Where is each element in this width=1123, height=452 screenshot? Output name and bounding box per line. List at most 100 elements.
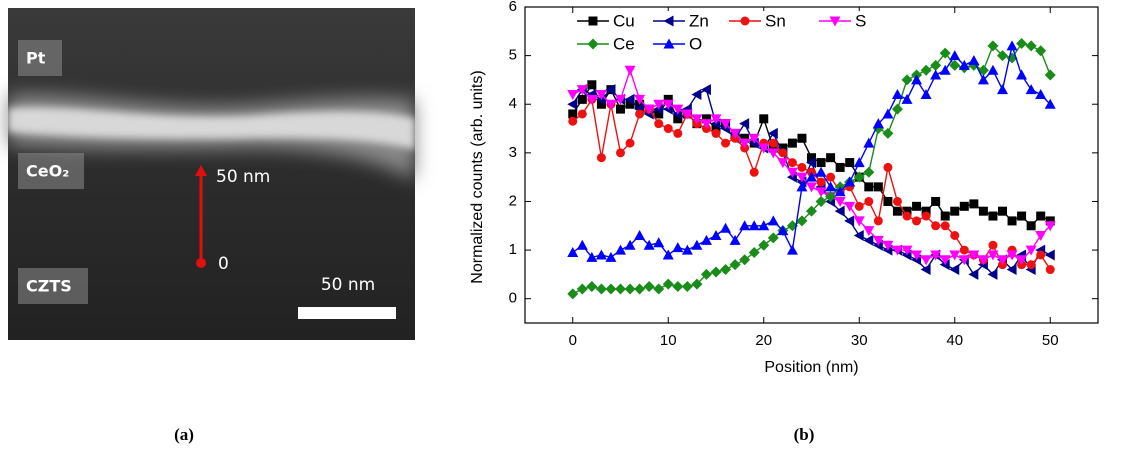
data-point [567,247,579,258]
data-point [567,98,578,110]
data-point [873,216,883,226]
data-point [1016,37,1028,49]
data-point [681,281,693,293]
data-point [1006,250,1018,261]
ceo2-band [8,107,415,150]
plot-frame [524,6,1099,324]
data-point [681,109,693,120]
data-point [901,245,913,256]
data-point [691,89,702,101]
data-point [739,254,751,266]
data-point [920,264,931,276]
data-point [977,255,989,266]
data-point [1016,69,1028,80]
layer-label: Pt [26,49,46,68]
data-point [1044,98,1056,109]
data-point [1035,45,1047,57]
data-point [949,59,961,71]
legend-label: Sn [765,11,786,30]
data-point [796,181,808,192]
data-point [826,172,836,182]
data-point [892,206,902,216]
data-point [587,80,597,90]
x-tick-label: 30 [851,332,868,349]
arrow-start [196,258,206,268]
data-point [711,128,721,138]
data-point [997,84,1008,95]
data-point [1044,249,1055,261]
arrow-head [195,165,207,176]
data-point [1036,250,1046,260]
data-point [997,255,1008,266]
data-point [940,221,950,231]
data-point [853,171,865,183]
data-point [1025,40,1037,52]
data-point [624,239,636,250]
data-point [616,148,625,158]
data-point [616,104,625,114]
data-point [710,118,721,130]
data-point [834,196,846,207]
data-point [1016,255,1028,266]
data-point [768,138,778,148]
data-point [891,103,903,115]
data-point [987,64,999,75]
data-point [901,74,913,86]
data-point [767,232,779,244]
data-point [959,201,969,211]
data-point [767,127,778,139]
data-point [662,278,674,290]
data-point [911,74,923,85]
data-point [673,128,683,138]
data-point [672,281,684,293]
data-point [1025,84,1037,95]
data-point [988,211,998,221]
data-point [568,116,578,126]
legend-label: S [855,11,866,30]
data-point [968,54,980,65]
data-point [710,266,722,278]
y-axis-label: Normalized counts (arb. units) [469,70,486,283]
data-point [729,259,741,271]
data-point [662,99,674,110]
data-point [939,259,950,271]
data-point [710,229,722,240]
data-point [577,94,587,104]
data-point [997,50,1008,62]
data-point [729,128,741,139]
data-point [1007,216,1017,226]
data-point [567,90,579,101]
arrow-label: 0 [218,254,229,274]
data-point [739,220,751,231]
data-point [863,137,875,148]
data-point [988,240,998,250]
data-point [968,268,979,280]
data-point [987,268,998,280]
data-point [653,99,665,110]
data-point [576,239,588,250]
y-tick-label: 2 [509,192,517,209]
data-point [912,216,922,226]
data-point [891,89,903,100]
data-point [911,250,923,261]
data-point [939,64,951,75]
arrow-label: 50 nm [216,167,270,187]
x-tick-label: 0 [569,332,577,349]
data-point [586,281,598,293]
legend-marker [740,16,750,26]
data-point [672,108,683,120]
data-point [672,104,684,115]
y-tick-label: 5 [509,47,517,64]
data-point [786,167,798,178]
y-tick-label: 6 [509,0,517,15]
data-point [748,247,760,259]
x-axis-label: Position (nm) [764,359,858,376]
data-point [853,216,865,227]
series-line [572,43,1051,259]
data-point [662,103,673,115]
data-point [806,171,817,182]
data-point [634,94,646,105]
data-point [786,244,798,255]
data-point [969,199,979,209]
data-point [759,114,769,124]
